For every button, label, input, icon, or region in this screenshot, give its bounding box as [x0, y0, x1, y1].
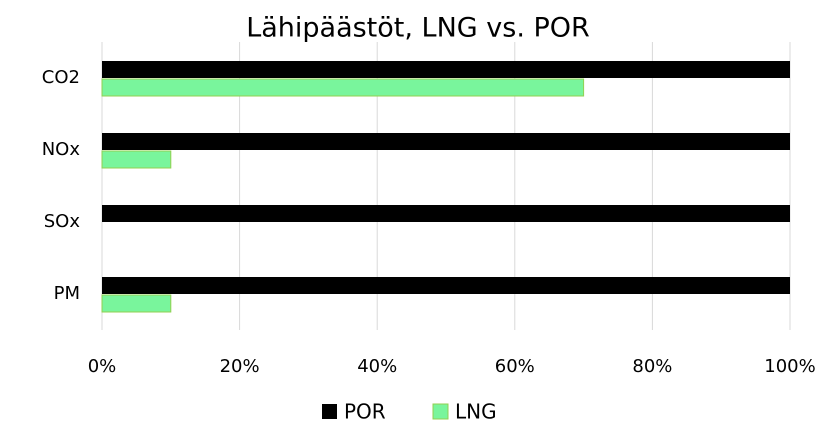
- x-tick-label: 0%: [88, 356, 117, 377]
- y-tick-label: SOx: [44, 211, 81, 232]
- bar: [102, 133, 790, 150]
- chart-title: Lähipäästöt, LNG vs. POR: [246, 13, 590, 44]
- legend-swatch: [322, 404, 337, 419]
- legend-label: LNG: [455, 400, 497, 424]
- x-tick-label: 40%: [357, 356, 397, 377]
- bar: [102, 61, 790, 78]
- bar: [101, 294, 172, 313]
- y-tick-label: PM: [54, 283, 80, 304]
- x-tick-label: 60%: [495, 356, 535, 377]
- legend-swatch: [432, 403, 449, 420]
- legend-label: POR: [344, 400, 386, 424]
- x-tick-label: 80%: [632, 356, 672, 377]
- x-tick-label: 20%: [220, 356, 260, 377]
- x-tick-label: 100%: [764, 356, 815, 377]
- bar: [102, 277, 790, 294]
- y-tick-label: NOx: [42, 139, 81, 160]
- y-tick-label: CO2: [42, 67, 80, 88]
- bar: [102, 205, 790, 222]
- bar: [101, 78, 585, 97]
- bar: [101, 150, 172, 169]
